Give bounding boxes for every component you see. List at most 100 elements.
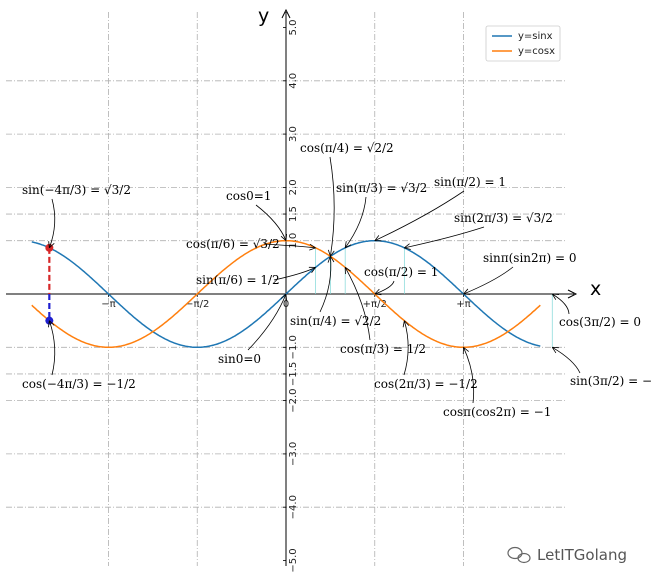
special-points: [45, 243, 54, 325]
annotation-label: sin(π/3) = √3/2: [336, 181, 427, 195]
legend-cos-label: y=cosx: [518, 46, 555, 57]
annotation-arrow-line: [48, 198, 56, 248]
annotation-arrow: [344, 267, 371, 341]
annotation-arrow-line: [344, 196, 367, 249]
x-axis-arrow-icon: [567, 289, 578, 299]
annotation-arrow: [247, 293, 287, 351]
annotation-label: sin(π/6) = 1/2: [196, 273, 280, 287]
annotations: sin(−4π/3) = √3/2 cos(−4π/3) = −1/2 cos0=1…: [22, 141, 652, 419]
annotation-arrow: [319, 256, 335, 313]
annotation-label: sin0=0: [218, 352, 261, 366]
y-tick-label: 3.0: [288, 126, 299, 142]
arrow-head-icon: [404, 243, 411, 250]
y-tick-label: −1.0: [288, 335, 299, 359]
annotation-label: cos0=1: [226, 189, 271, 203]
annotation-arrow-line: [552, 293, 570, 315]
arrow-head-icon: [48, 241, 55, 249]
axes: [6, 8, 578, 566]
annotation-arrow-line: [263, 243, 316, 249]
annotation-arrow: [374, 280, 395, 296]
wechat-icon: [507, 546, 531, 564]
arrow-head-icon: [327, 256, 335, 263]
arrow-head-icon: [402, 320, 410, 328]
arrow-head-icon: [463, 288, 471, 295]
annotation-arrow: [374, 190, 465, 242]
annotation-arrow-line: [374, 280, 395, 295]
annotation-label: sin(π/4) = √2/2: [290, 314, 381, 328]
annotation-arrow-line: [329, 156, 335, 257]
arrow-head-icon: [374, 288, 382, 296]
x-tick-label: 0: [283, 299, 289, 310]
x-axis-label: x: [590, 278, 601, 300]
arrow-head-icon: [344, 267, 351, 275]
annotation-arrow-line: [255, 204, 287, 241]
arrow-head-icon: [344, 241, 352, 249]
annotation-label: cos(−4π/3) = −1/2: [22, 377, 136, 391]
annotation-label: cos(π/3) = 1/2: [340, 342, 426, 356]
annotation-arrow: [463, 266, 514, 295]
annotation-label: cosπ(cos2π) = −1: [443, 405, 551, 419]
annotation-arrow: [273, 266, 316, 281]
arrow-head-icon: [462, 346, 469, 355]
annotation-arrow-line: [247, 293, 287, 351]
annotation-label: sin(3π/2) = −1: [570, 374, 652, 388]
annotation-arrow-line: [463, 266, 514, 295]
arrow-head-icon: [280, 293, 287, 301]
annotation-arrow: [48, 198, 56, 249]
annotation-label: sin(−4π/3) = √3/2: [22, 183, 131, 197]
arrow-head-icon: [374, 235, 382, 242]
arrow-head-icon: [551, 346, 559, 354]
annotation-label: cos(2π/3) = −1/2: [374, 377, 478, 391]
annotation-label: sin(π/2) = 1: [434, 175, 506, 189]
annotation-arrow-line: [319, 256, 332, 313]
arrow-head-icon: [309, 243, 316, 251]
arrow-head-icon: [551, 293, 559, 300]
y-tick-label: −3.0: [288, 442, 299, 466]
annotation-arrow: [327, 156, 335, 257]
annotation-arrow-line: [48, 320, 56, 376]
annotation-arrow: [263, 243, 316, 251]
x-tick-label: +π/2: [363, 299, 387, 310]
arrow-head-icon: [280, 233, 288, 241]
annotation-arrow: [402, 320, 410, 376]
y-axis-arrow-icon: [281, 8, 291, 19]
arrow-head-icon: [308, 266, 316, 273]
arrow-head-icon: [48, 320, 55, 328]
annotation-label: cos(π/4) = √2/2: [300, 141, 394, 155]
annotation-arrow-line: [552, 346, 581, 374]
annotation-label: cos(π/2) = 1: [364, 265, 438, 279]
y-tick-label: 4.0: [288, 73, 299, 89]
annotation-label: sin(2π/3) = √3/2: [454, 211, 553, 225]
y-tick-label: −5.0: [288, 548, 299, 572]
legend-sin-label: y=sinx: [518, 31, 553, 42]
x-tick-label: +π: [456, 299, 470, 310]
y-tick-label: −4.0: [288, 495, 299, 519]
y-tick-label: 2.0: [288, 179, 299, 195]
annotation-arrow-line: [463, 347, 475, 404]
annotation-arrow: [255, 204, 288, 241]
y-axis-label: y: [258, 5, 269, 27]
annotation-arrow-line: [374, 190, 465, 242]
watermark: LetITGolang: [507, 546, 627, 564]
annotation-label: sinπ(sin2π) = 0: [483, 251, 577, 265]
annotation-arrow: [551, 293, 570, 315]
annotation-arrow: [404, 226, 485, 250]
legend: y=sinx y=cosx: [485, 25, 561, 62]
y-tick-label: −1.5: [288, 362, 299, 386]
annotation-arrow-line: [404, 226, 485, 249]
annotation-arrow: [551, 346, 581, 374]
annotation-label: cos(3π/2) = 0: [559, 315, 641, 329]
x-ticks: −π −π/2 0 +π/2 +π: [101, 294, 471, 310]
x-tick-label: −π: [101, 299, 115, 310]
annotation-arrow-line: [344, 267, 371, 341]
annotation-arrow-line: [273, 266, 316, 281]
x-tick-label: −π/2: [185, 299, 209, 310]
y-tick-label: 5.0: [288, 20, 299, 36]
annotation-arrow: [462, 346, 475, 404]
y-tick-label: −2.0: [288, 388, 299, 412]
legend-box: [485, 25, 561, 62]
y-tick-label: 1.5: [288, 206, 299, 222]
annotation-arrow: [48, 320, 56, 376]
annotation-arrow: [344, 196, 367, 249]
